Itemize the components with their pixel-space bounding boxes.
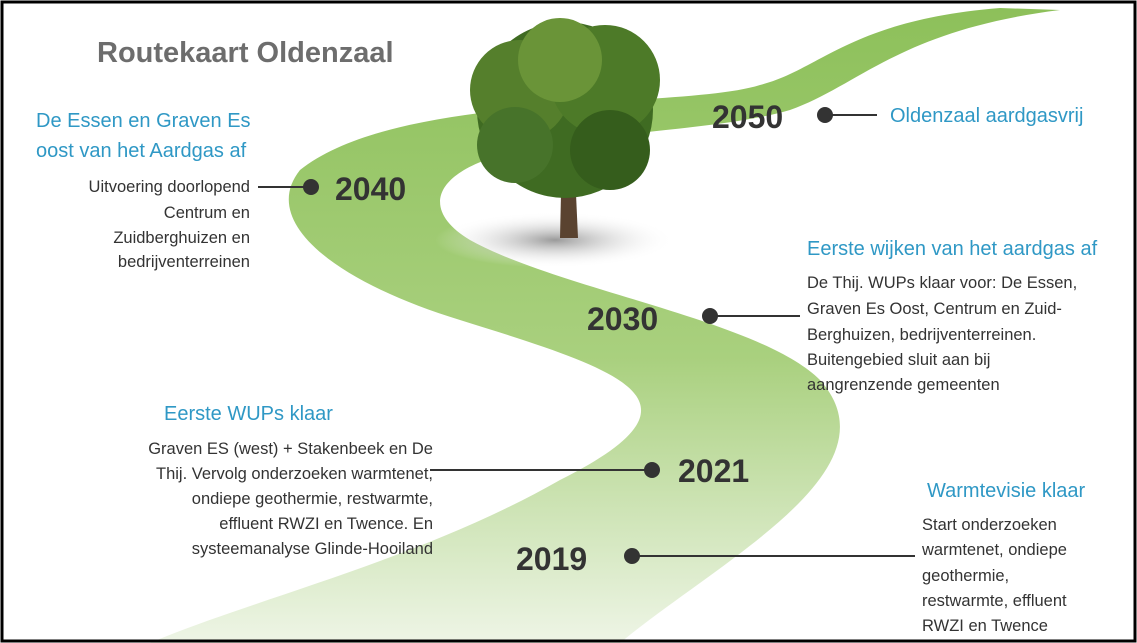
body-line: warmtenet, ondiepe — [921, 541, 1067, 559]
milestone-dot — [644, 462, 660, 478]
heading: Oldenzaal aardgasvrij — [890, 105, 1083, 127]
heading: Eerste WUPs klaar — [164, 403, 333, 425]
tree — [435, 18, 675, 268]
road — [150, 8, 1060, 643]
body-line: De Thij. WUPs klaar voor: De Essen, — [807, 274, 1077, 292]
body-line: aangrenzende gemeenten — [807, 376, 1000, 394]
body-line: Thij. Vervolg onderzoeken warmtenet, — [156, 465, 433, 483]
heading: Eerste wijken van het aardgas af — [807, 238, 1098, 260]
year: 2030 — [587, 301, 658, 337]
heading: oost van het Aardgas af — [36, 140, 247, 162]
body-line: Uitvoering doorlopend — [89, 178, 250, 196]
body-line: Buitengebied sluit aan bij — [807, 351, 990, 369]
body-line: Centrum en — [164, 204, 250, 222]
body-line: restwarmte, effluent — [922, 592, 1067, 610]
year: 2050 — [712, 99, 783, 135]
milestone-dot — [303, 179, 319, 195]
body-line: bedrijventerreinen — [118, 253, 250, 271]
body-line: Berghuizen, bedrijventerreinen. — [807, 326, 1036, 344]
year: 2019 — [516, 541, 587, 577]
body-line: Graven ES (west) + Stakenbeek en De — [148, 440, 433, 458]
body-line: ondiepe geothermie, restwarmte, — [192, 490, 433, 508]
year: 2040 — [335, 171, 406, 207]
year: 2021 — [678, 453, 749, 489]
heading: Warmtevisie klaar — [927, 480, 1086, 502]
title: Routekaart Oldenzaal — [97, 37, 394, 69]
body-line: effluent RWZI en Twence. En — [219, 515, 433, 533]
milestone-dot — [624, 548, 640, 564]
body-line: geothermie, — [922, 567, 1009, 585]
milestone-dot — [702, 308, 718, 324]
body-line: Zuidberghuizen en — [113, 229, 250, 247]
body-line: RWZI en Twence — [922, 617, 1048, 635]
heading: De Essen en Graven Es — [36, 110, 251, 132]
body-line: Start onderzoeken — [922, 516, 1057, 534]
milestone-dot — [817, 107, 833, 123]
body-line: systeemanalyse Glinde-Hooiland — [192, 540, 433, 558]
body-line: Graven Es Oost, Centrum en Zuid- — [807, 300, 1062, 318]
